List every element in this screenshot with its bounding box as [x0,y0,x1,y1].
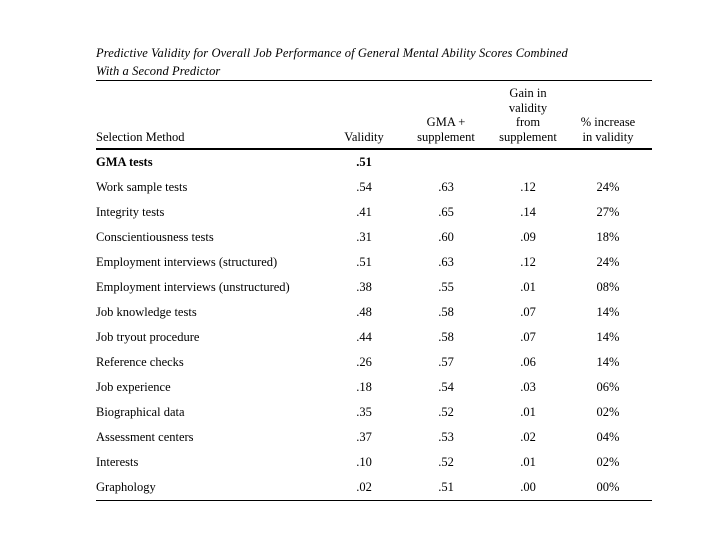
cell-percent-increase: 27% [596,205,620,219]
cell-gain-in-validity: .07 [520,330,536,344]
cell-percent-increase: 04% [596,430,620,444]
cell-gain-in-validity: .03 [520,380,536,394]
cell-gma-plus-supplement: .54 [438,380,454,394]
table-row: Interests .10 .52 .01 02% [96,450,652,475]
table-row: GMA tests .51 [96,149,652,175]
cell-gain-in-validity: .01 [520,405,536,419]
cell-gma-plus-supplement: .63 [438,180,454,194]
table-title-line2: With a Second Predictor [96,64,221,78]
cell-gma-plus-supplement: .60 [438,230,454,244]
cell-validity: .44 [356,330,372,344]
cell-percent-increase: 24% [596,180,620,194]
cell-selection-method: Employment interviews (unstructured) [96,280,290,294]
table-row: Job knowledge tests .48 .58 .07 14% [96,300,652,325]
cell-validity: .41 [356,205,372,219]
cell-selection-method: Assessment centers [96,430,194,444]
cell-selection-method: Interests [96,455,139,469]
cell-gma-plus-supplement: .52 [438,405,454,419]
cell-percent-increase: 14% [596,355,620,369]
cell-validity: .51 [356,155,372,169]
cell-gain-in-validity: .06 [520,355,536,369]
cell-percent-increase: 08% [596,280,620,294]
table-row: Biographical data .35 .52 .01 02% [96,400,652,425]
cell-gma-plus-supplement: .51 [438,480,454,494]
cell-gma-plus-supplement [400,149,492,175]
cell-validity: .35 [356,405,372,419]
cell-gma-plus-supplement: .53 [438,430,454,444]
cell-gain-in-validity: .00 [520,480,536,494]
table-row: Job experience .18 .54 .03 06% [96,375,652,400]
cell-selection-method: Employment interviews (structured) [96,255,278,269]
cell-selection-method: Integrity tests [96,205,165,219]
table-row: Work sample tests .54 .63 .12 24% [96,175,652,200]
cell-selection-method: GMA tests [96,155,153,169]
cell-validity: .54 [356,180,372,194]
table-title-line1: Predictive Validity for Overall Job Perf… [96,46,568,60]
table-body: GMA tests .51 Work sample tests .54 .63 … [96,149,652,501]
header-selection-method: Selection Method [96,129,185,144]
table-row: Reference checks .26 .57 .06 14% [96,350,652,375]
cell-gma-plus-supplement: .52 [438,455,454,469]
cell-validity: .10 [356,455,372,469]
cell-percent-increase: 02% [596,405,620,419]
header-validity: Validity [344,129,384,144]
table-row: Employment interviews (unstructured) .38… [96,275,652,300]
header-gma-plus-supplement: GMA + supplement [417,115,475,144]
header-gain-in-validity: Gain in validity from supplement [499,86,557,144]
table-head: Selection Method Validity GMA + suppleme… [96,80,652,149]
cell-selection-method: Conscientiousness tests [96,230,214,244]
cell-percent-increase: 02% [596,455,620,469]
cell-gma-plus-supplement: .63 [438,255,454,269]
header-percent-increase: % increase in validity [580,115,636,144]
table-row: Integrity tests .41 .65 .14 27% [96,200,652,225]
cell-selection-method: Reference checks [96,355,184,369]
cell-gma-plus-supplement: .58 [438,330,454,344]
cell-validity: .37 [356,430,372,444]
table-row: Employment interviews (structured) .51 .… [96,250,652,275]
table-row: Job tryout procedure .44 .58 .07 14% [96,325,652,350]
cell-gain-in-validity: .12 [520,255,536,269]
table-row: Assessment centers .37 .53 .02 04% [96,425,652,450]
cell-validity: .51 [356,255,372,269]
cell-percent-increase: 14% [596,330,620,344]
table-content: Predictive Validity for Overall Job Perf… [96,44,652,501]
cell-validity: .31 [356,230,372,244]
cell-gain-in-validity [492,149,564,175]
cell-gma-plus-supplement: .55 [438,280,454,294]
cell-gain-in-validity: .14 [520,205,536,219]
cell-percent-increase: 24% [596,255,620,269]
cell-selection-method: Job experience [96,380,171,394]
cell-gain-in-validity: .01 [520,280,536,294]
cell-gain-in-validity: .09 [520,230,536,244]
cell-percent-increase: 18% [596,230,620,244]
cell-gain-in-validity: .02 [520,430,536,444]
cell-selection-method: Job tryout procedure [96,330,200,344]
header-row: Selection Method Validity GMA + suppleme… [96,80,652,149]
cell-gain-in-validity: .12 [520,180,536,194]
cell-selection-method: Biographical data [96,405,185,419]
cell-gma-plus-supplement: .58 [438,305,454,319]
cell-validity: .02 [356,480,372,494]
cell-gain-in-validity: .01 [520,455,536,469]
cell-percent-increase: 00% [596,480,620,494]
cell-gain-in-validity: .07 [520,305,536,319]
cell-selection-method: Graphology [96,480,156,494]
table-row: Conscientiousness tests .31 .60 .09 18% [96,225,652,250]
cell-validity: .26 [356,355,372,369]
cell-gma-plus-supplement: .65 [438,205,454,219]
table-title: Predictive Validity for Overall Job Perf… [96,44,652,80]
cell-percent-increase: 06% [596,380,620,394]
cell-percent-increase [564,149,652,175]
cell-validity: .18 [356,380,372,394]
cell-selection-method: Work sample tests [96,180,188,194]
cell-validity: .38 [356,280,372,294]
cell-percent-increase: 14% [596,305,620,319]
table-row: Graphology .02 .51 .00 00% [96,475,652,501]
validity-table: Selection Method Validity GMA + suppleme… [96,80,652,501]
cell-validity: .48 [356,305,372,319]
cell-gma-plus-supplement: .57 [438,355,454,369]
cell-selection-method: Job knowledge tests [96,305,197,319]
